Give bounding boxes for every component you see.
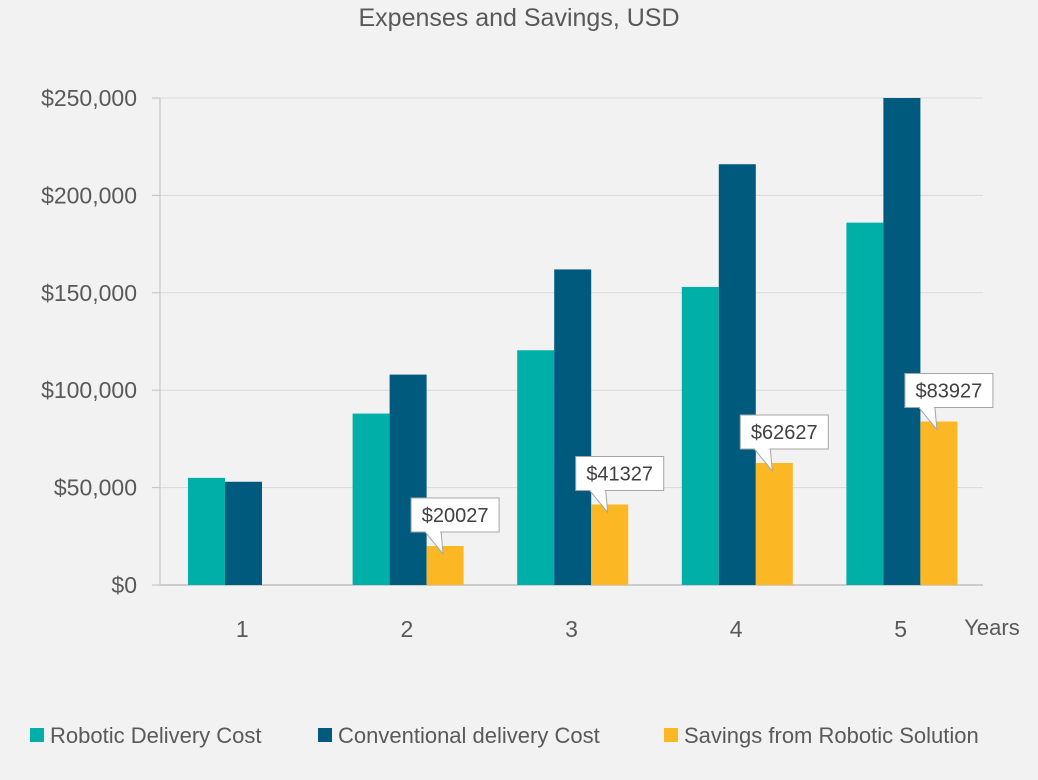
data-label-box	[739, 414, 829, 450]
x-tick-label: 2	[401, 616, 414, 642]
bar	[352, 413, 390, 585]
bar	[883, 98, 921, 585]
y-tick-label: $250,000	[41, 85, 137, 111]
legend-swatch	[318, 728, 332, 742]
bar	[389, 374, 427, 585]
bar	[188, 477, 225, 585]
data-label-box	[904, 373, 994, 409]
bar	[681, 286, 719, 585]
bar	[225, 481, 262, 585]
x-tick-label: 1	[236, 616, 249, 642]
chart-title: Expenses and Savings, USD	[358, 4, 679, 32]
bar	[426, 545, 464, 585]
x-axis-title: Years	[964, 615, 1019, 640]
bar	[846, 222, 884, 585]
x-tick-label: 5	[894, 616, 907, 642]
data-label-box	[575, 455, 665, 491]
bar	[517, 350, 555, 585]
data-label: $41327	[586, 463, 653, 485]
legend-swatch	[30, 728, 44, 742]
legend-label: Conventional delivery Cost	[338, 723, 600, 748]
data-labels: $20027 $41327 $62627 $83927	[410, 373, 994, 556]
y-tick-label: $0	[111, 572, 137, 598]
bar	[554, 269, 592, 585]
y-axis: $0 $50,000 $100,000 $150,000 $200,000 $250,00…	[41, 85, 161, 598]
y-tick-label: $100,000	[41, 377, 137, 403]
data-label-box	[410, 497, 500, 533]
bar	[718, 164, 756, 585]
bar	[920, 421, 958, 585]
legend-swatch	[664, 728, 678, 742]
x-tick-label: 4	[730, 616, 743, 642]
legend-label: Robotic Delivery Cost	[50, 723, 262, 748]
data-label: $83927	[916, 381, 983, 403]
data-label: $62627	[751, 422, 818, 444]
x-axis: 1 2 3 4 5	[160, 584, 983, 642]
y-tick-label: $150,000	[41, 280, 137, 306]
y-tick-label: $50,000	[54, 475, 137, 501]
bar	[755, 463, 793, 585]
data-label: $20027	[422, 505, 489, 527]
bar	[591, 504, 629, 585]
bars	[188, 98, 958, 585]
y-tick-label: $200,000	[41, 182, 137, 208]
legend-label: Savings from Robotic Solution	[684, 723, 979, 748]
x-tick-label: 3	[565, 616, 578, 642]
legend: Robotic Delivery Cost Conventional delive…	[30, 723, 979, 748]
